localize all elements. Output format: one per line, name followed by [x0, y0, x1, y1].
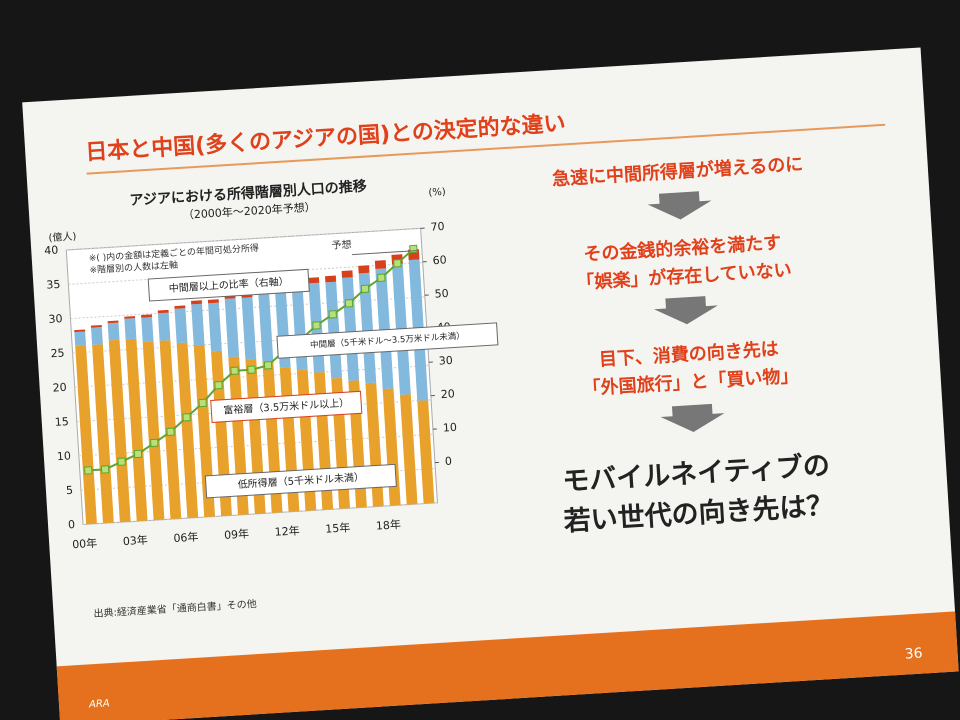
- x-tick-label: 06年: [173, 529, 199, 545]
- bar-segment: [324, 275, 337, 283]
- bar-segment: [174, 305, 186, 309]
- y2-tick-label: 10: [442, 421, 457, 435]
- y2-tick-label: 30: [438, 354, 453, 368]
- ratio-marker: [230, 366, 239, 375]
- ratio-marker: [166, 427, 175, 437]
- grid-line: [66, 227, 421, 251]
- x-tick-label: 15年: [325, 520, 351, 536]
- x-tick-label: 18年: [376, 517, 402, 533]
- y-tick-label: 35: [46, 278, 61, 292]
- ratio-marker: [247, 365, 256, 374]
- y-tick-label: 5: [66, 484, 74, 497]
- bar-segment: [191, 300, 203, 305]
- ratio-marker: [214, 380, 223, 390]
- ratio-marker: [84, 466, 93, 475]
- bar-segment: [90, 324, 102, 328]
- bar-segment: [176, 342, 199, 519]
- bar-segment: [207, 299, 219, 304]
- bar-segment: [258, 292, 274, 362]
- bar-segment: [174, 308, 188, 344]
- bar-segment: [124, 318, 137, 340]
- ratio-marker: [263, 361, 273, 370]
- bar-segment: [74, 329, 86, 333]
- ratio-marker: [117, 457, 126, 466]
- bar-segment: [417, 400, 435, 504]
- ratio-marker: [328, 310, 337, 319]
- page-number: 36: [904, 646, 923, 663]
- bar-segment: [157, 309, 169, 314]
- bar-segment: [74, 331, 87, 346]
- bar-segment: [107, 322, 120, 341]
- bar-segment: [75, 345, 97, 525]
- bar-segment: [91, 327, 103, 345]
- ratio-marker: [312, 321, 321, 330]
- bar-segment: [241, 297, 257, 360]
- bar-segment: [399, 394, 418, 505]
- ratio-marker: [360, 284, 370, 294]
- y-tick-label: 15: [54, 415, 69, 429]
- bar-segment: [308, 277, 320, 284]
- arrow: [654, 296, 718, 325]
- bar-segment: [224, 298, 240, 358]
- bar-segment: [125, 338, 148, 522]
- footer-band: [56, 611, 959, 720]
- y-tick-label: 40: [44, 244, 59, 258]
- ratio-marker: [182, 413, 191, 422]
- y-axis-label: (億人): [48, 229, 77, 244]
- bar-segment: [358, 265, 370, 274]
- series-label-box: [147, 268, 310, 302]
- ratio-marker: [100, 465, 110, 474]
- x-tick-label: 00年: [72, 536, 98, 552]
- bar-segment: [208, 302, 222, 352]
- bar-segment: [191, 303, 205, 346]
- x-tick-label: 12年: [274, 523, 300, 539]
- y2-tick-label: 0: [445, 455, 453, 468]
- y-tick-label: 0: [68, 518, 76, 531]
- title-rule: [86, 123, 886, 175]
- series-label-box: [204, 463, 397, 499]
- ratio-marker: [344, 299, 354, 308]
- arrow: [647, 191, 712, 220]
- arrow: [660, 403, 725, 433]
- ratio-marker: [150, 438, 159, 448]
- bar-segment: [341, 270, 353, 278]
- bar-segment: [124, 316, 136, 319]
- bar-segment: [92, 344, 114, 524]
- bar-segment: [358, 272, 377, 384]
- bar-segment: [142, 341, 165, 521]
- bar-segment: [375, 268, 394, 390]
- bar-segment: [108, 339, 131, 523]
- y2-tick-label: 20: [440, 387, 455, 401]
- y-tick-label: 20: [52, 381, 67, 395]
- ratio-marker: [409, 244, 418, 254]
- ratio-marker: [377, 273, 386, 283]
- y2-tick-label: 60: [432, 253, 447, 267]
- bar-segment: [141, 314, 153, 318]
- ratio-marker: [393, 259, 402, 268]
- bar-segment: [107, 320, 119, 324]
- bar-segment: [374, 260, 387, 269]
- slide-body: [22, 47, 959, 720]
- forecast-arrow: [352, 250, 418, 256]
- y-tick-label: 30: [48, 312, 63, 326]
- y-tick-label: 25: [50, 346, 65, 360]
- bar-segment: [141, 317, 154, 342]
- ratio-marker: [198, 398, 207, 408]
- y2-tick-label: 70: [430, 220, 445, 234]
- bar-segment: [193, 344, 216, 518]
- ratio-marker: [133, 449, 143, 459]
- x-tick-label: 03年: [122, 533, 148, 549]
- logo: ARA: [88, 698, 110, 710]
- bar-segment: [157, 312, 171, 341]
- slide: ARA 36 日本と中国(多くのアジアの国)との決定的な違い 出典:経済産業省「…: [22, 47, 959, 720]
- x-tick-label: 09年: [224, 526, 250, 542]
- forecast-label: 予想: [331, 238, 352, 252]
- series-label-box: [276, 322, 499, 359]
- y2-tick-label: 50: [434, 287, 449, 301]
- y2-axis-label: (%): [428, 187, 446, 199]
- series-label-box: [210, 390, 363, 423]
- y-tick-label: 10: [56, 449, 71, 463]
